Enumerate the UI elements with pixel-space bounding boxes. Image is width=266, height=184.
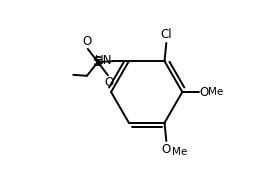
Text: HN: HN bbox=[95, 54, 113, 67]
Text: S: S bbox=[93, 55, 103, 69]
Text: O: O bbox=[162, 143, 171, 156]
Text: Me: Me bbox=[207, 87, 223, 97]
Text: Cl: Cl bbox=[160, 28, 172, 41]
Text: Me: Me bbox=[172, 148, 187, 158]
Text: O: O bbox=[104, 76, 113, 89]
Text: O: O bbox=[82, 35, 92, 48]
Text: O: O bbox=[200, 86, 209, 98]
